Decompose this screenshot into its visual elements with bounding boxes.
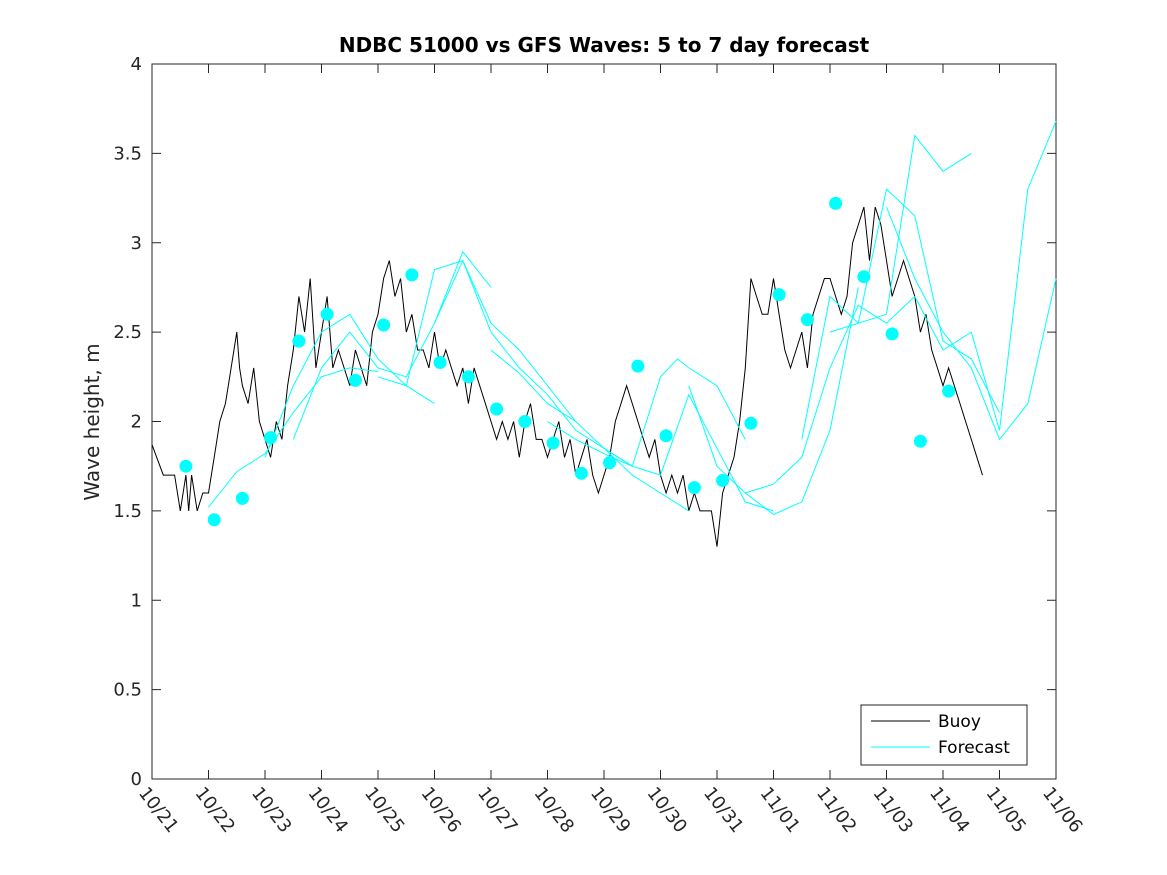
forecast-marker: [913, 434, 927, 448]
forecast-marker: [631, 359, 645, 373]
forecast-marker: [207, 513, 221, 527]
y-axis-label: Wave height, m: [80, 343, 104, 500]
forecast-marker: [772, 288, 786, 302]
forecast-run-line-9: [745, 296, 916, 494]
forecast-marker: [264, 431, 278, 445]
y-tick-label: 2.5: [113, 322, 142, 343]
forecast-run-line-8: [688, 287, 859, 516]
legend-forecast-label: Forecast: [938, 738, 1010, 758]
forecast-run-line-6: [547, 358, 746, 467]
legend-box: [860, 704, 1028, 766]
forecast-marker: [546, 436, 560, 450]
forecast-marker: [659, 429, 673, 443]
forecast-run-line-12: [886, 206, 1057, 441]
y-tick-label: 3.5: [113, 143, 142, 164]
y-axis: 0 0.5 1 1.5 2 2.5 3 3.5 4: [113, 54, 1056, 790]
y-tick-label: 2: [131, 412, 142, 433]
forecast-marker: [235, 491, 249, 505]
y-tick-label: 1: [131, 590, 142, 611]
forecast-marker: [603, 456, 617, 470]
y-tick-label: 4: [131, 54, 142, 75]
forecast-marker: [800, 313, 814, 327]
forecast-run-line-3: [377, 259, 577, 422]
forecast-marker: [179, 459, 193, 473]
forecast-marker: [490, 402, 504, 416]
forecast-marker: [885, 327, 899, 341]
forecast-marker: [320, 307, 334, 321]
forecast-marker: [744, 416, 758, 430]
forecast-run-line-2: [292, 250, 492, 440]
forecast-run-line-5: [490, 349, 690, 512]
forecast-marker: [348, 373, 362, 387]
forecast-marker: [829, 196, 843, 210]
forecast-marker: [433, 356, 447, 369]
forecast-run-line-0: [208, 367, 379, 508]
forecast-marker: [377, 318, 391, 332]
forecast-marker: [574, 466, 588, 480]
forecast-marker: [942, 384, 956, 398]
forecast-run-line-13: [914, 121, 1057, 431]
forecast-marker: [518, 415, 532, 428]
plot-area: [151, 63, 1057, 780]
y-tick-label: 0: [131, 769, 142, 790]
chart-title: NDBC 51000 vs GFS Waves: 5 to 7 day fore…: [339, 33, 870, 57]
y-tick-label: 0.5: [113, 680, 142, 701]
forecast-marker: [461, 370, 475, 384]
forecast-run-line-10: [801, 134, 972, 440]
forecast-marker: [405, 268, 419, 282]
forecast-run-line-4: [434, 259, 633, 467]
forecast-marker: [687, 481, 701, 495]
y-tick-label: 3: [131, 233, 142, 254]
legend: Buoy Forecast: [860, 704, 1028, 766]
y-tick-label: 1.5: [113, 501, 142, 522]
legend-buoy-label: Buoy: [938, 712, 981, 732]
forecast-run-line-11: [829, 188, 1000, 413]
forecast-marker: [292, 334, 306, 348]
forecast-marker: [716, 474, 730, 487]
forecast-marker: [857, 270, 871, 284]
forecast-run-line-7: [603, 393, 774, 512]
